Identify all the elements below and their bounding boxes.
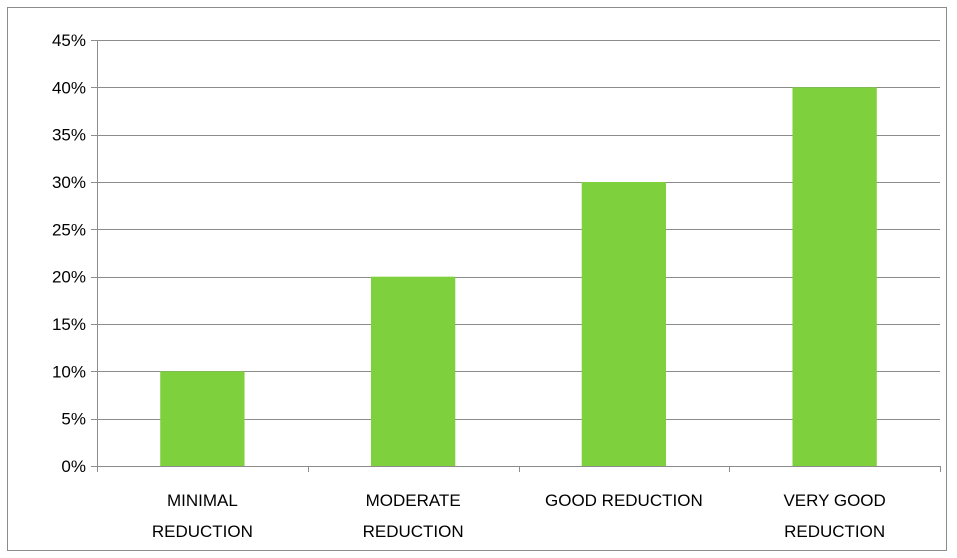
y-tick-label: 45% xyxy=(52,31,86,50)
x-category-label-line: REDUCTION xyxy=(152,522,253,541)
bar xyxy=(792,87,877,466)
y-tick-label: 40% xyxy=(52,78,86,97)
y-tick-label: 5% xyxy=(61,410,86,429)
x-category-label-line: REDUCTION xyxy=(363,522,464,541)
x-category-label-line: GOOD REDUCTION xyxy=(545,491,703,510)
x-category-label: MINIMAL REDUCTION xyxy=(152,491,253,541)
y-tick-label: 0% xyxy=(61,457,86,476)
bar xyxy=(370,276,456,466)
x-category-label: GOOD REDUCTION xyxy=(545,491,703,510)
bar xyxy=(160,371,245,466)
bars xyxy=(160,87,877,466)
y-tick-label: 35% xyxy=(52,126,86,145)
x-category-label-line: MODERATE xyxy=(366,491,461,510)
x-category-label: VERY GOOD REDUCTION xyxy=(783,491,885,541)
axes xyxy=(91,40,941,472)
y-tick-labels: 0% 5% 10% 15% 20% 25% 30% 35% 40% 45% xyxy=(52,31,86,476)
y-tick-label: 20% xyxy=(52,268,86,287)
y-tick-label: 25% xyxy=(52,220,86,239)
x-category-label-line: VERY GOOD xyxy=(783,491,885,510)
x-category-label-line: MINIMAL xyxy=(167,491,238,510)
bar xyxy=(581,182,667,466)
y-tick-label: 30% xyxy=(52,173,86,192)
x-category-labels: MINIMAL REDUCTION MODERATE REDUCTION GOOD RE… xyxy=(152,491,886,541)
y-tick-label: 15% xyxy=(52,315,86,334)
x-category-label-line: REDUCTION xyxy=(784,522,885,541)
x-category-label: MODERATE REDUCTION xyxy=(363,491,464,541)
y-tick-label: 10% xyxy=(52,362,86,381)
